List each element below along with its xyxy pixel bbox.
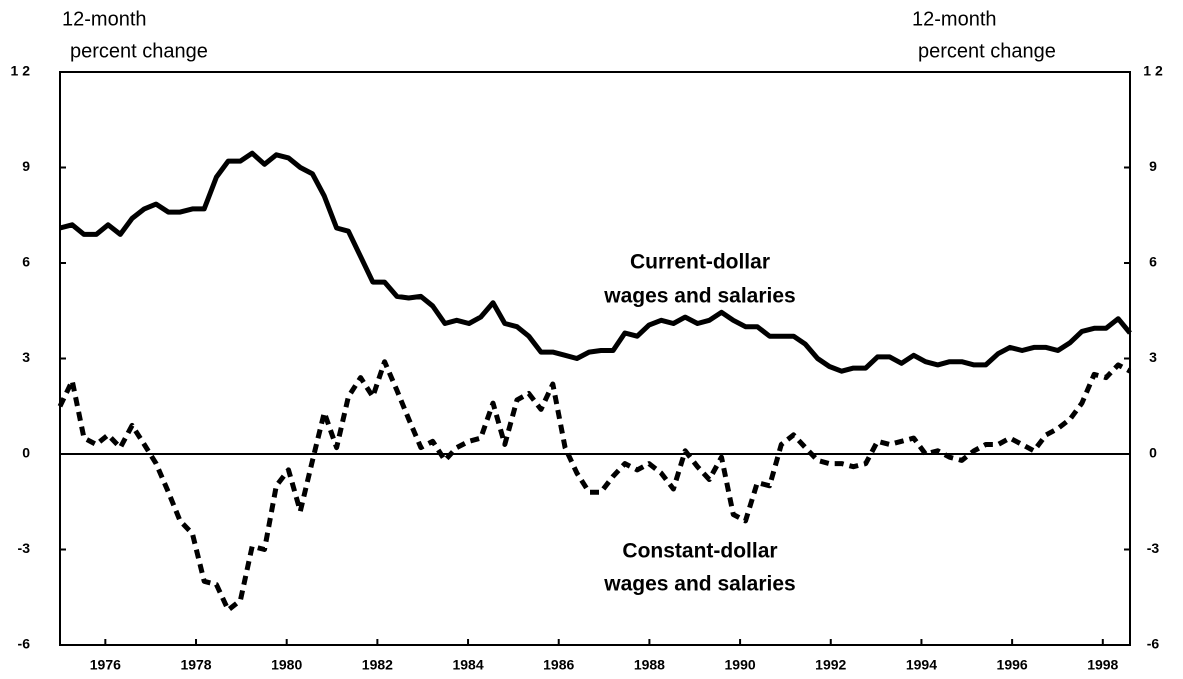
x-tick-label: 1984 [452,657,483,673]
x-tick-label: 1992 [815,657,846,673]
y2-tick-label: -6 [1147,636,1160,652]
annotation: wages and salaries [603,573,795,596]
y2-tick-label: 1 2 [1143,63,1163,79]
series-line [59,150,1132,374]
x-tick-label: 1982 [362,657,393,673]
annotation: Current-dollar [630,251,770,274]
y-tick-label: 6 [22,254,30,270]
x-tick-label: 1978 [180,657,211,673]
y-tick-label: -3 [18,540,31,556]
plot-frame [59,71,1131,646]
x-tick-label: 1994 [906,657,937,673]
x-tick-label: 1996 [997,657,1028,673]
y2-tick-label: 3 [1149,349,1157,365]
y-tick-label: 3 [22,349,30,365]
y-axis-label: percent change [70,40,208,62]
x-tick-label: 1990 [725,657,756,673]
y-axis-label: 12-month [62,8,147,30]
y2-tick-label: -3 [1147,540,1160,556]
y2-tick-label: 6 [1149,254,1157,270]
y2-tick-label: 9 [1149,158,1157,174]
y-tick-label: 1 2 [11,63,31,79]
annotation: Constant-dollar [622,540,777,563]
x-tick-label: 1988 [634,657,665,673]
y2-tick-label: 0 [1149,445,1157,461]
x-tick-label: 1980 [271,657,302,673]
series-line [57,359,1132,613]
annotation: wages and salaries [603,285,795,308]
x-tick-label: 1976 [90,657,121,673]
y2-axis-label: percent change [918,40,1056,62]
y-tick-label: -6 [18,636,31,652]
y-tick-label: 0 [22,445,30,461]
y-tick-label: 9 [22,158,30,174]
x-tick-label: 1986 [543,657,574,673]
x-tick-label: 1998 [1087,657,1118,673]
y2-axis-label: 12-month [912,8,997,30]
